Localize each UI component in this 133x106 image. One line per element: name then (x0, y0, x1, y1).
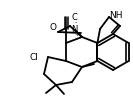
Text: O: O (49, 22, 57, 31)
Text: NH: NH (109, 10, 123, 20)
Text: Cl: Cl (30, 52, 38, 61)
Text: -: - (74, 20, 77, 25)
Text: C: C (71, 13, 77, 22)
Text: N: N (71, 26, 77, 34)
Text: +: + (74, 32, 80, 37)
